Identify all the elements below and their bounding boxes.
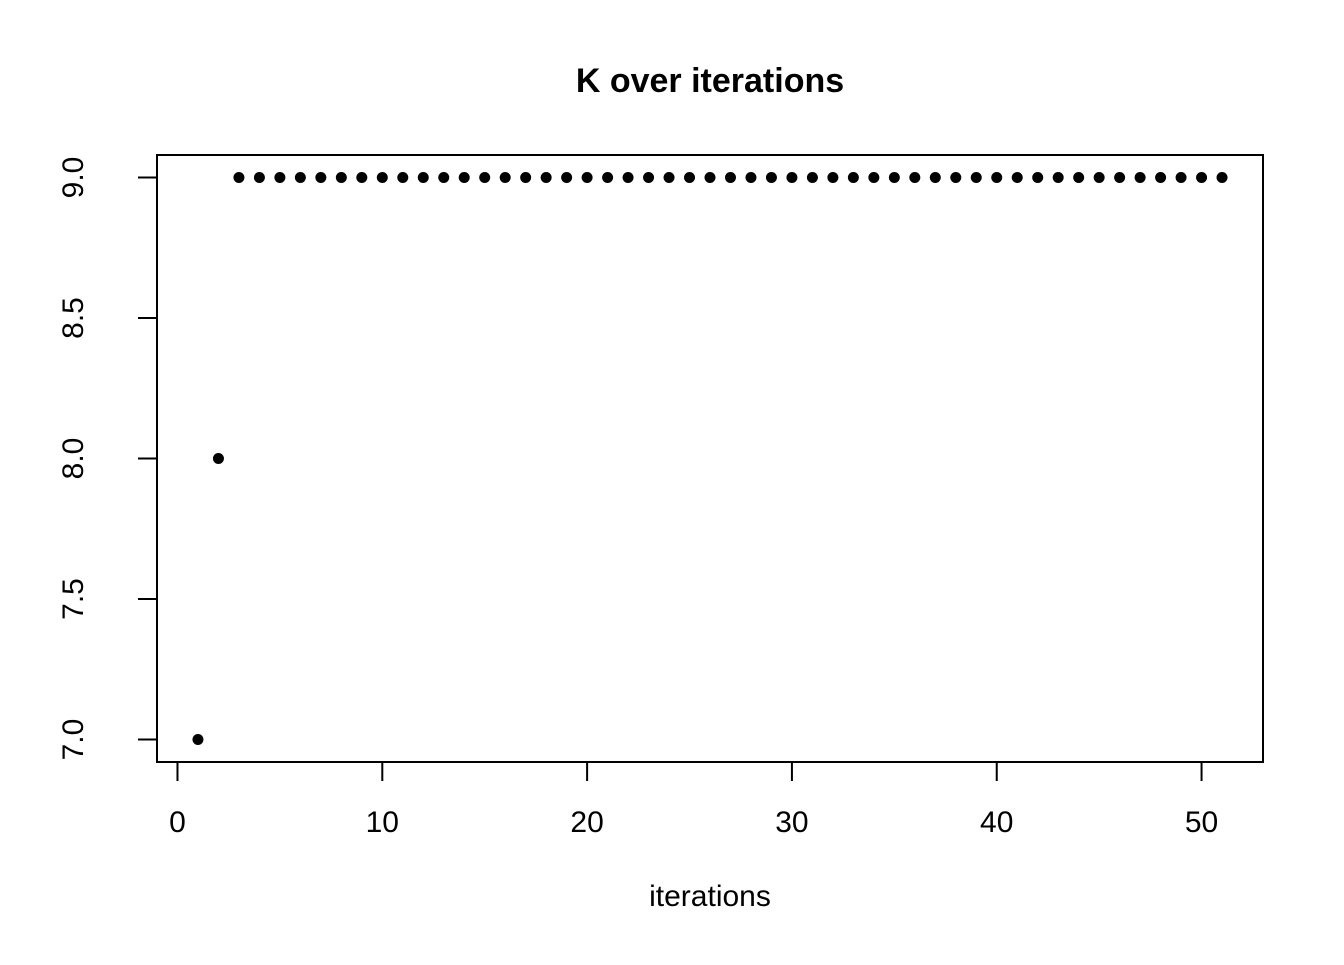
y-axis-ticks: 7.0 7.5 8.0 8.5 9.0 xyxy=(57,157,157,761)
x-tick-label: 0 xyxy=(169,806,186,839)
data-point xyxy=(663,171,675,183)
x-axis-label: iterations xyxy=(649,880,771,913)
data-point xyxy=(581,171,593,183)
data-point xyxy=(888,171,900,183)
chart-title: K over iterations xyxy=(576,62,844,100)
data-point xyxy=(1114,171,1126,183)
data-point xyxy=(1052,171,1064,183)
data-point xyxy=(335,171,347,183)
data-point xyxy=(970,171,982,183)
data-point xyxy=(315,171,327,183)
data-point xyxy=(397,171,409,183)
data-point xyxy=(356,171,368,183)
x-tick-label: 10 xyxy=(366,806,399,839)
data-point xyxy=(929,171,941,183)
data-point xyxy=(376,171,388,183)
data-point xyxy=(1032,171,1044,183)
y-tick-label: 7.5 xyxy=(57,578,90,620)
data-point xyxy=(991,171,1003,183)
data-point xyxy=(909,171,921,183)
data-point xyxy=(192,734,204,746)
data-point xyxy=(1175,171,1187,183)
data-point xyxy=(745,171,757,183)
data-point xyxy=(253,171,265,183)
data-point xyxy=(704,171,716,183)
data-point xyxy=(458,171,470,183)
y-tick-label: 7.0 xyxy=(57,719,90,761)
data-point xyxy=(1093,171,1105,183)
data-point xyxy=(438,171,450,183)
data-point xyxy=(622,171,634,183)
data-point xyxy=(274,171,286,183)
data-point xyxy=(540,171,552,183)
data-point xyxy=(827,171,839,183)
data-point xyxy=(479,171,491,183)
data-point xyxy=(1073,171,1085,183)
data-point xyxy=(602,171,614,183)
data-point xyxy=(499,171,511,183)
data-point xyxy=(294,171,306,183)
data-point xyxy=(417,171,429,183)
x-tick-label: 30 xyxy=(775,806,808,839)
data-point xyxy=(1216,171,1228,183)
y-tick-label: 8.0 xyxy=(57,438,90,480)
data-point xyxy=(765,171,777,183)
data-point xyxy=(847,171,859,183)
data-point xyxy=(561,171,573,183)
data-point xyxy=(520,171,532,183)
data-point xyxy=(786,171,798,183)
data-point xyxy=(1011,171,1023,183)
data-point xyxy=(806,171,818,183)
x-tick-label: 20 xyxy=(570,806,603,839)
data-point xyxy=(724,171,736,183)
plot-box xyxy=(156,154,1264,763)
data-point xyxy=(212,453,224,464)
data-point xyxy=(1196,171,1208,183)
data-point xyxy=(950,171,962,183)
data-point xyxy=(643,171,655,183)
y-tick-label: 9.0 xyxy=(57,157,90,199)
x-tick-label: 40 xyxy=(980,806,1013,839)
x-tick-label: 50 xyxy=(1185,806,1218,839)
x-axis-ticks: 0 10 20 30 40 50 xyxy=(169,762,1218,839)
data-point xyxy=(1155,171,1167,183)
data-point xyxy=(684,171,696,183)
data-point xyxy=(1134,171,1146,183)
data-point xyxy=(233,171,245,183)
y-tick-label: 8.5 xyxy=(57,297,90,339)
data-points xyxy=(192,171,1228,746)
data-point xyxy=(868,171,880,183)
